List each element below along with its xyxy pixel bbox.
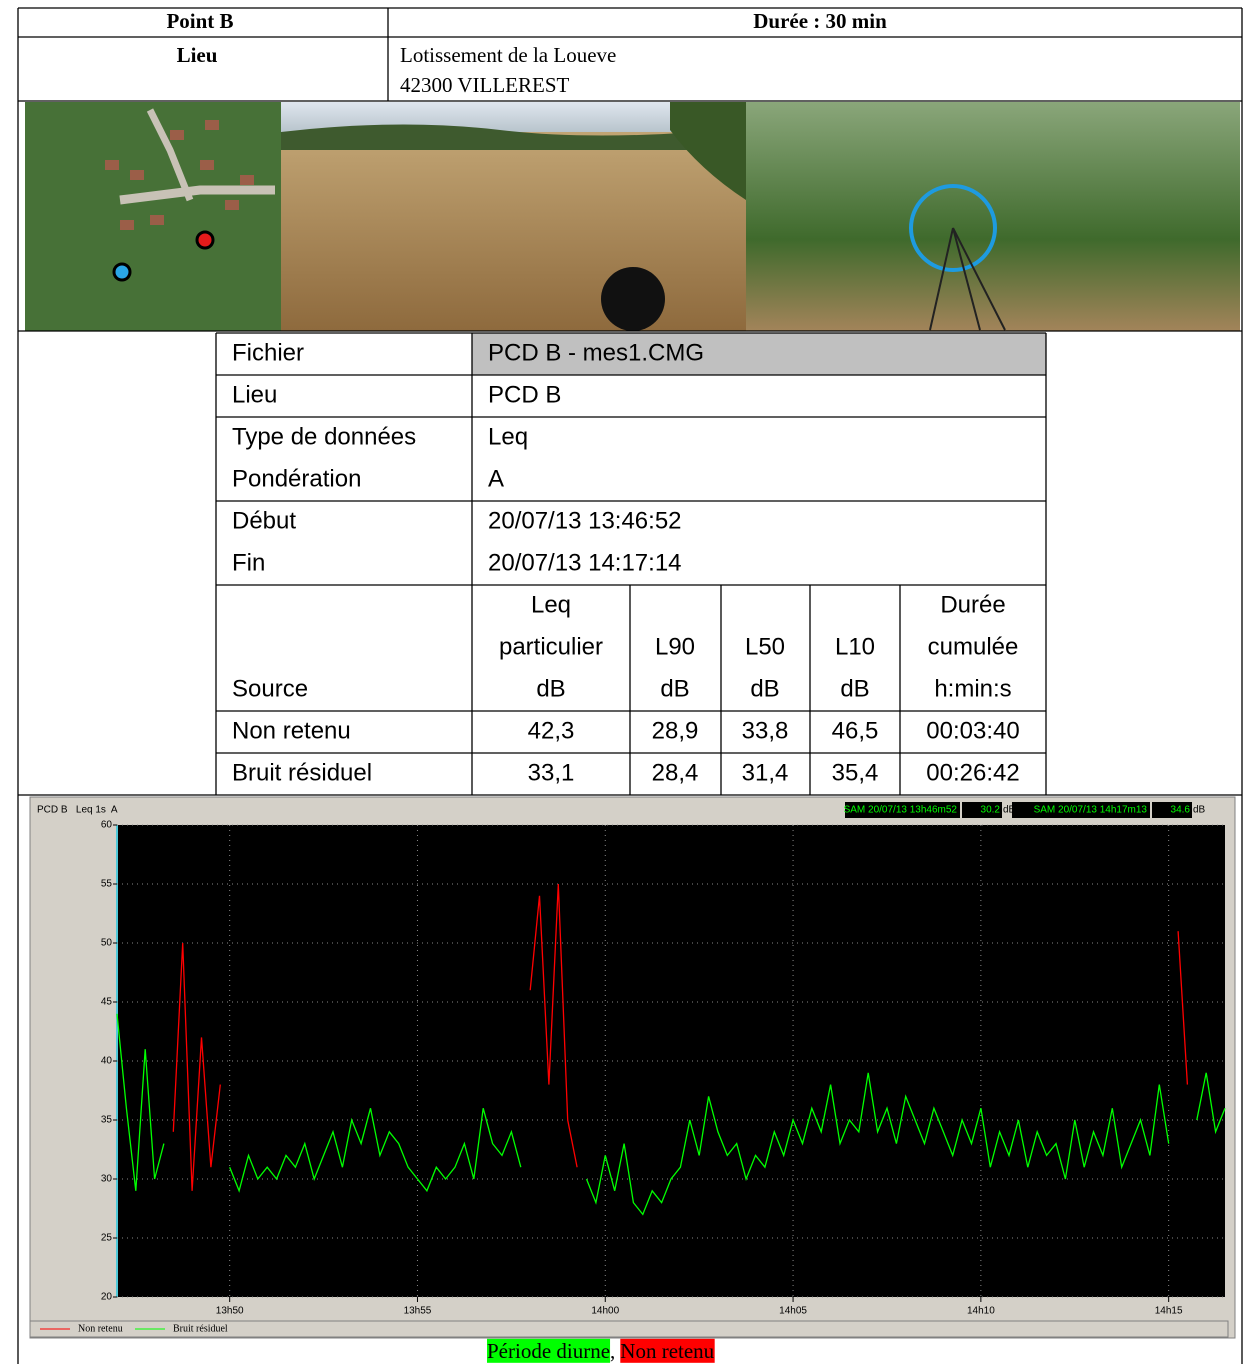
status-text: SAM 20/07/13 14h17m13 xyxy=(1034,805,1148,816)
measure-table-rules xyxy=(215,332,1047,795)
caption-highlight xyxy=(487,1338,611,1363)
column-header: L50 xyxy=(745,633,785,660)
column-header: L10 xyxy=(835,633,875,660)
row-value: A xyxy=(488,465,504,492)
duration: Durée : 30 min xyxy=(753,9,887,33)
row-label: Bruit résiduel xyxy=(232,759,372,786)
row-label: Pondération xyxy=(232,465,361,492)
x-tick-label: 14h15 xyxy=(1155,1306,1183,1317)
column-header: cumulée xyxy=(928,633,1019,660)
cell: 31,4 xyxy=(742,759,789,786)
column-header: dB xyxy=(660,675,689,702)
y-tick-label: 50 xyxy=(101,938,113,949)
x-tick-label: 13h55 xyxy=(404,1306,432,1317)
column-header: dB xyxy=(536,675,565,702)
y-tick-label: 40 xyxy=(101,1056,113,1067)
column-header: Leq xyxy=(531,591,571,618)
column-header: Source xyxy=(232,675,308,702)
y-tick-label: 30 xyxy=(101,1174,113,1185)
column-header: dB xyxy=(750,675,779,702)
caption-highlight xyxy=(620,1338,715,1363)
y-tick-label: 20 xyxy=(101,1292,113,1303)
row-value: PCD B - mes1.CMG xyxy=(488,339,704,366)
point-label: Point B xyxy=(166,9,233,33)
cell: 33,1 xyxy=(528,759,575,786)
cell: 33,8 xyxy=(742,717,789,744)
cell: 28,4 xyxy=(652,759,699,786)
row-label: Fichier xyxy=(232,339,304,366)
row-label: Type de données xyxy=(232,423,416,450)
header-cell xyxy=(472,333,1046,375)
status-box xyxy=(1152,802,1192,818)
series-line xyxy=(172,883,1189,1191)
cell: 46,5 xyxy=(832,717,879,744)
status-unit: dB xyxy=(1193,805,1206,816)
caption-separator: , xyxy=(610,1339,615,1363)
cell: 35,4 xyxy=(832,759,879,786)
row-label: Fin xyxy=(232,549,265,576)
legend-box xyxy=(29,1320,1229,1338)
row-label: Lieu xyxy=(232,381,277,408)
cell: 00:26:42 xyxy=(926,759,1019,786)
status-box xyxy=(845,802,960,818)
column-header: dB xyxy=(840,675,869,702)
status-value: 34.6 xyxy=(1171,805,1191,816)
status-text: SAM 20/07/13 13h46m52 xyxy=(844,805,958,816)
status-box xyxy=(962,802,1002,818)
column-header: L90 xyxy=(655,633,695,660)
row-value: 20/07/13 14:17:14 xyxy=(488,549,682,576)
caption: Période diurne, Non retenu xyxy=(487,1338,715,1363)
row-value: Leq xyxy=(488,423,528,450)
column-header: particulier xyxy=(499,633,603,660)
table-rules xyxy=(17,7,1243,1364)
x-tick-label: 14h05 xyxy=(779,1306,807,1317)
x-tick-label: 14h10 xyxy=(967,1306,995,1317)
place-label: Lieu xyxy=(177,43,218,67)
status-unit: dB xyxy=(1003,805,1016,816)
legend-label: Non retenu xyxy=(78,1323,123,1334)
plot-area xyxy=(117,825,1225,1297)
cell: 28,9 xyxy=(652,717,699,744)
caption-period: Période diurne xyxy=(487,1339,610,1363)
status-box xyxy=(1012,802,1150,818)
row-label: Non retenu xyxy=(232,717,351,744)
series-line xyxy=(116,1013,1226,1216)
y-tick-label: 45 xyxy=(101,997,113,1008)
y-tick-label: 35 xyxy=(101,1115,113,1126)
address-line: 42300 VILLEREST xyxy=(400,73,570,97)
x-tick-label: 14h00 xyxy=(591,1306,619,1317)
x-tick-label: 13h50 xyxy=(216,1306,244,1317)
column-header: h:min:s xyxy=(934,675,1011,702)
row-label: Début xyxy=(232,507,296,534)
y-tick-label: 25 xyxy=(101,1233,113,1244)
cell: 00:03:40 xyxy=(926,717,1019,744)
address-line: Lotissement de la Loueve xyxy=(400,43,616,67)
row-value: 20/07/13 13:46:52 xyxy=(488,507,682,534)
column-header: Durée xyxy=(940,591,1005,618)
status-value: 30.2 xyxy=(981,805,1001,816)
y-tick-label: 55 xyxy=(101,879,113,890)
legend-label: Bruit résiduel xyxy=(173,1323,228,1334)
chart-title: PCD B Leq 1s A xyxy=(37,805,118,816)
photo-field xyxy=(281,102,746,331)
photo-hedge xyxy=(746,102,1240,331)
row-value: PCD B xyxy=(488,381,561,408)
caption-excluded: Non retenu xyxy=(620,1339,714,1363)
photo-map xyxy=(25,102,281,331)
y-tick-label: 60 xyxy=(101,820,113,831)
cell: 42,3 xyxy=(528,717,575,744)
